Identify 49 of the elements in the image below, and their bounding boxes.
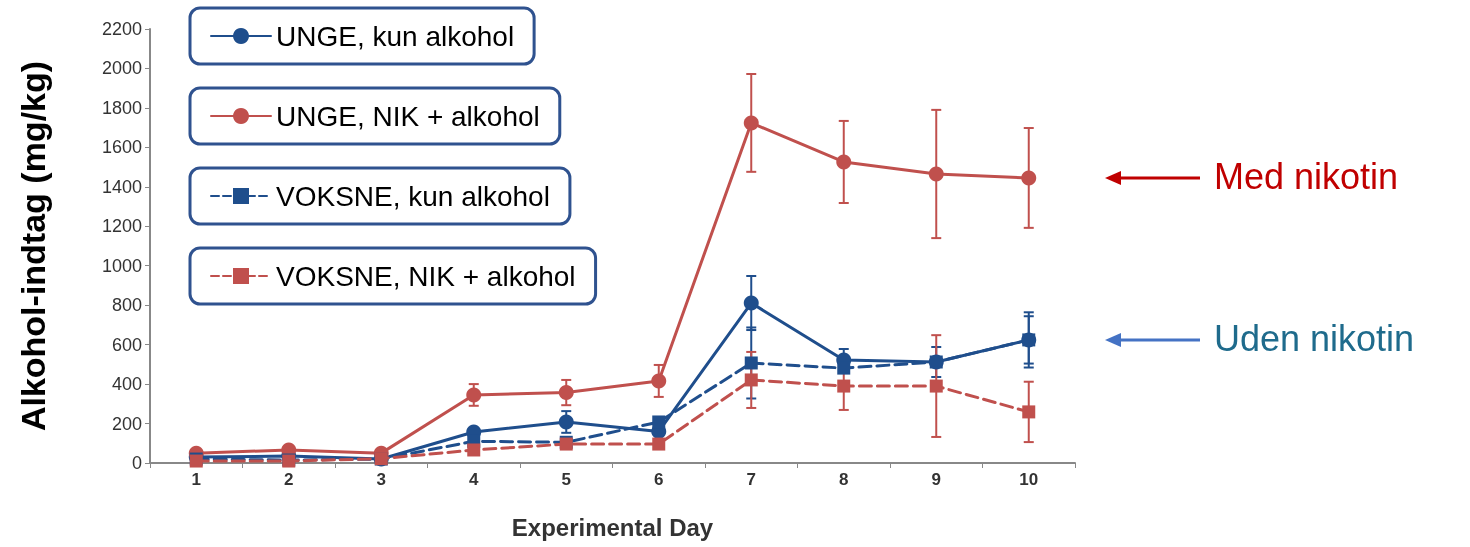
point: [1021, 170, 1037, 186]
y-tick-label: 600: [111, 334, 142, 355]
point: [837, 361, 851, 375]
x-tick-label: 10: [1019, 470, 1039, 489]
x-tick-label: 7: [746, 470, 756, 489]
x-tick-label: 3: [376, 470, 386, 489]
point: [929, 355, 943, 369]
y-tick-label: 0: [131, 453, 142, 473]
point: [466, 387, 482, 403]
x-tick-label: 1: [191, 470, 201, 489]
point: [928, 166, 944, 182]
y-tick-label: 1000: [101, 255, 142, 276]
point: [744, 356, 758, 370]
x-tick-label: 9: [931, 470, 941, 489]
legend-label: UNGE, NIK + alkohol: [276, 100, 540, 132]
y-tick-label: 1800: [101, 97, 142, 118]
x-tick-label: 4: [469, 470, 480, 489]
point: [652, 437, 666, 451]
x-tick-label: 2: [284, 470, 294, 489]
legend-label: VOKSNE, NIK + alkohol: [276, 260, 576, 292]
point: [743, 115, 759, 131]
text: Uden nikotin: [1214, 317, 1415, 360]
y-tick-label: 200: [111, 413, 142, 434]
text: Med nikotin: [1214, 155, 1399, 198]
point: [744, 373, 758, 387]
x-tick-label: 5: [561, 470, 571, 489]
y-axis-title: Alkohol-indtag (mg/kg): [14, 60, 52, 432]
legend-label: VOKSNE, kun alkohol: [276, 180, 550, 212]
point: [836, 154, 852, 170]
point: [467, 443, 481, 457]
y-tick-label: 2000: [101, 58, 142, 79]
x-axis-title: Experimental Day: [511, 513, 714, 541]
point: [651, 373, 667, 389]
point: [558, 385, 574, 401]
point: [652, 415, 666, 429]
legend-label: UNGE, kun alkohol: [276, 20, 515, 52]
y-tick-label: 800: [111, 295, 142, 316]
x-tick-label: 6: [654, 470, 664, 489]
y-tick-label: 1600: [101, 137, 142, 158]
y-tick-label: 400: [111, 374, 142, 395]
point: [837, 379, 851, 393]
point: [929, 379, 943, 393]
point: [1022, 405, 1036, 419]
point: [558, 414, 574, 430]
y-tick-label: 1400: [101, 176, 142, 197]
y-tick-label: 1200: [101, 216, 142, 237]
y-tick-label: 2200: [101, 19, 142, 39]
point: [743, 295, 759, 311]
x-tick-label: 8: [839, 470, 849, 489]
